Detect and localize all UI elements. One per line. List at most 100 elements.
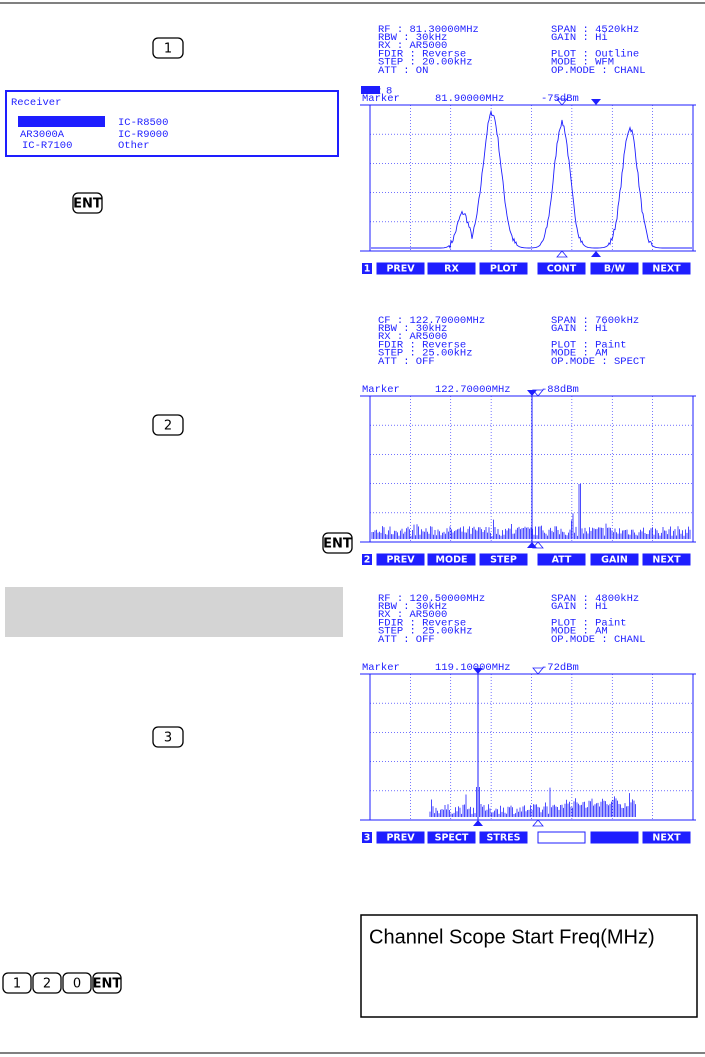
softkey-label: CONT bbox=[547, 264, 577, 275]
softkey-label: NEXT bbox=[652, 264, 681, 275]
info-right: SPAN : 7600kHz bbox=[551, 315, 639, 327]
selected-option bbox=[18, 116, 105, 127]
softkey-label: PREV bbox=[386, 555, 415, 566]
softkey-label: B/W bbox=[604, 264, 626, 275]
info-left: STEP : 25.00kHz bbox=[378, 626, 473, 638]
info-left: RBW : 30kHz bbox=[378, 323, 447, 335]
key-cap bbox=[152, 37, 184, 59]
marker-triangle bbox=[591, 99, 601, 105]
softkey-label: GAIN bbox=[601, 555, 628, 566]
marker-label: Marker bbox=[362, 662, 400, 674]
info-right: OP.MODE : CHANL bbox=[551, 65, 646, 77]
info-left: STEP : 25.00kHz bbox=[378, 348, 473, 360]
info-left: ATT : ON bbox=[378, 65, 428, 77]
key-label: ENT bbox=[93, 977, 122, 992]
page-number-box bbox=[362, 263, 372, 274]
softkey bbox=[376, 553, 425, 566]
softkey bbox=[590, 831, 639, 844]
info-right: GAIN : Hi bbox=[551, 601, 608, 613]
softkey bbox=[427, 553, 476, 566]
page-number-box bbox=[362, 832, 372, 843]
info-right: PLOT : Paint bbox=[551, 339, 627, 351]
softkey-label: MODE bbox=[436, 555, 468, 566]
info-left: FDIR : Reverse bbox=[378, 48, 466, 60]
info-left: FDIR : Reverse bbox=[378, 617, 466, 629]
softkey bbox=[537, 553, 586, 566]
key-cap bbox=[322, 532, 353, 554]
info-left: RBW : 30kHz bbox=[378, 601, 447, 613]
info-right: MODE : AM bbox=[551, 626, 608, 638]
softkey-label: ATT bbox=[552, 555, 572, 566]
marker-freq: 119.10000MHz bbox=[435, 662, 511, 674]
page-number: 3 bbox=[364, 833, 371, 844]
key-cap bbox=[92, 972, 122, 994]
marker-triangle bbox=[473, 668, 483, 674]
spectrum-trace bbox=[429, 787, 636, 817]
softkey bbox=[479, 553, 528, 566]
info-left: RF : 120.50000MHz bbox=[378, 593, 485, 605]
center-triangle bbox=[556, 250, 568, 258]
softkey bbox=[590, 262, 639, 275]
softkey bbox=[642, 831, 691, 844]
page-number: 1 bbox=[364, 264, 371, 275]
softkey bbox=[479, 262, 528, 275]
receiver-option: IC-R9000 bbox=[118, 129, 168, 141]
key-label: 3 bbox=[164, 731, 172, 746]
info-right: GAIN : Hi bbox=[551, 323, 608, 335]
avr-highlight bbox=[361, 86, 380, 94]
marker-freq: 122.70000MHz bbox=[435, 384, 511, 396]
receiver-option: Other bbox=[118, 140, 150, 152]
marker-level: -88dBm bbox=[541, 384, 579, 396]
spectrum-trace bbox=[371, 109, 692, 250]
receiver-option: AR5000 bbox=[20, 117, 58, 129]
page-number-box bbox=[362, 554, 372, 565]
receiver-option: IC-R7100 bbox=[22, 140, 72, 152]
avr-count: 8 bbox=[386, 85, 392, 97]
info-left: STEP : 20.00kHz bbox=[378, 57, 473, 69]
softkey-label: CHANL bbox=[543, 833, 579, 844]
softkey-label: NEXT bbox=[652, 833, 681, 844]
dialog-title: Channel Scope Start Freq(MHz) bbox=[369, 926, 655, 948]
key-cap bbox=[62, 972, 92, 994]
center-triangle bbox=[532, 667, 544, 675]
softkey-label: PREV bbox=[386, 264, 415, 275]
receiver-title: Receiver bbox=[11, 97, 61, 109]
softkey-label: STEP bbox=[490, 555, 517, 566]
softkey bbox=[590, 553, 639, 566]
key-label: 1 bbox=[164, 42, 172, 57]
page-number: 2 bbox=[364, 555, 371, 566]
info-right: PLOT : Paint bbox=[551, 617, 627, 629]
marker-label: Marker bbox=[362, 384, 400, 396]
key-label: 1 bbox=[13, 977, 21, 992]
info-left: RX : AR5000 bbox=[378, 609, 447, 621]
softkey-label: RX bbox=[444, 264, 459, 275]
softkey bbox=[376, 831, 425, 844]
info-right: GAIN : Hi bbox=[551, 32, 608, 44]
key-cap bbox=[152, 726, 184, 748]
key-cap bbox=[2, 972, 32, 994]
softkey bbox=[537, 831, 586, 844]
receiver-option: AR3000A bbox=[20, 129, 65, 141]
softkey-label: NEXT bbox=[652, 555, 681, 566]
softkey bbox=[537, 262, 586, 275]
key-cap bbox=[72, 192, 103, 214]
key-label: ENT bbox=[73, 197, 102, 212]
center-triangle bbox=[532, 541, 544, 549]
dialog-box bbox=[360, 914, 698, 1018]
info-left: ATT : OFF bbox=[378, 634, 435, 646]
key-cap bbox=[152, 414, 184, 436]
gray-note-box bbox=[5, 587, 343, 637]
key-label: 2 bbox=[164, 419, 172, 434]
info-left: ATT : OFF bbox=[378, 356, 435, 368]
center-triangle bbox=[532, 389, 544, 397]
info-left: FDIR : Reverse bbox=[378, 339, 466, 351]
marker-triangle bbox=[473, 820, 483, 826]
softkey bbox=[642, 553, 691, 566]
softkey-label: PLOT bbox=[490, 264, 518, 275]
info-right: MODE : AM bbox=[551, 348, 608, 360]
softkey-label: PREV bbox=[386, 833, 415, 844]
info-right: OP.MODE : CHANL bbox=[551, 634, 646, 646]
softkey bbox=[427, 831, 476, 844]
receiver-option: IC-R8500 bbox=[118, 117, 168, 129]
